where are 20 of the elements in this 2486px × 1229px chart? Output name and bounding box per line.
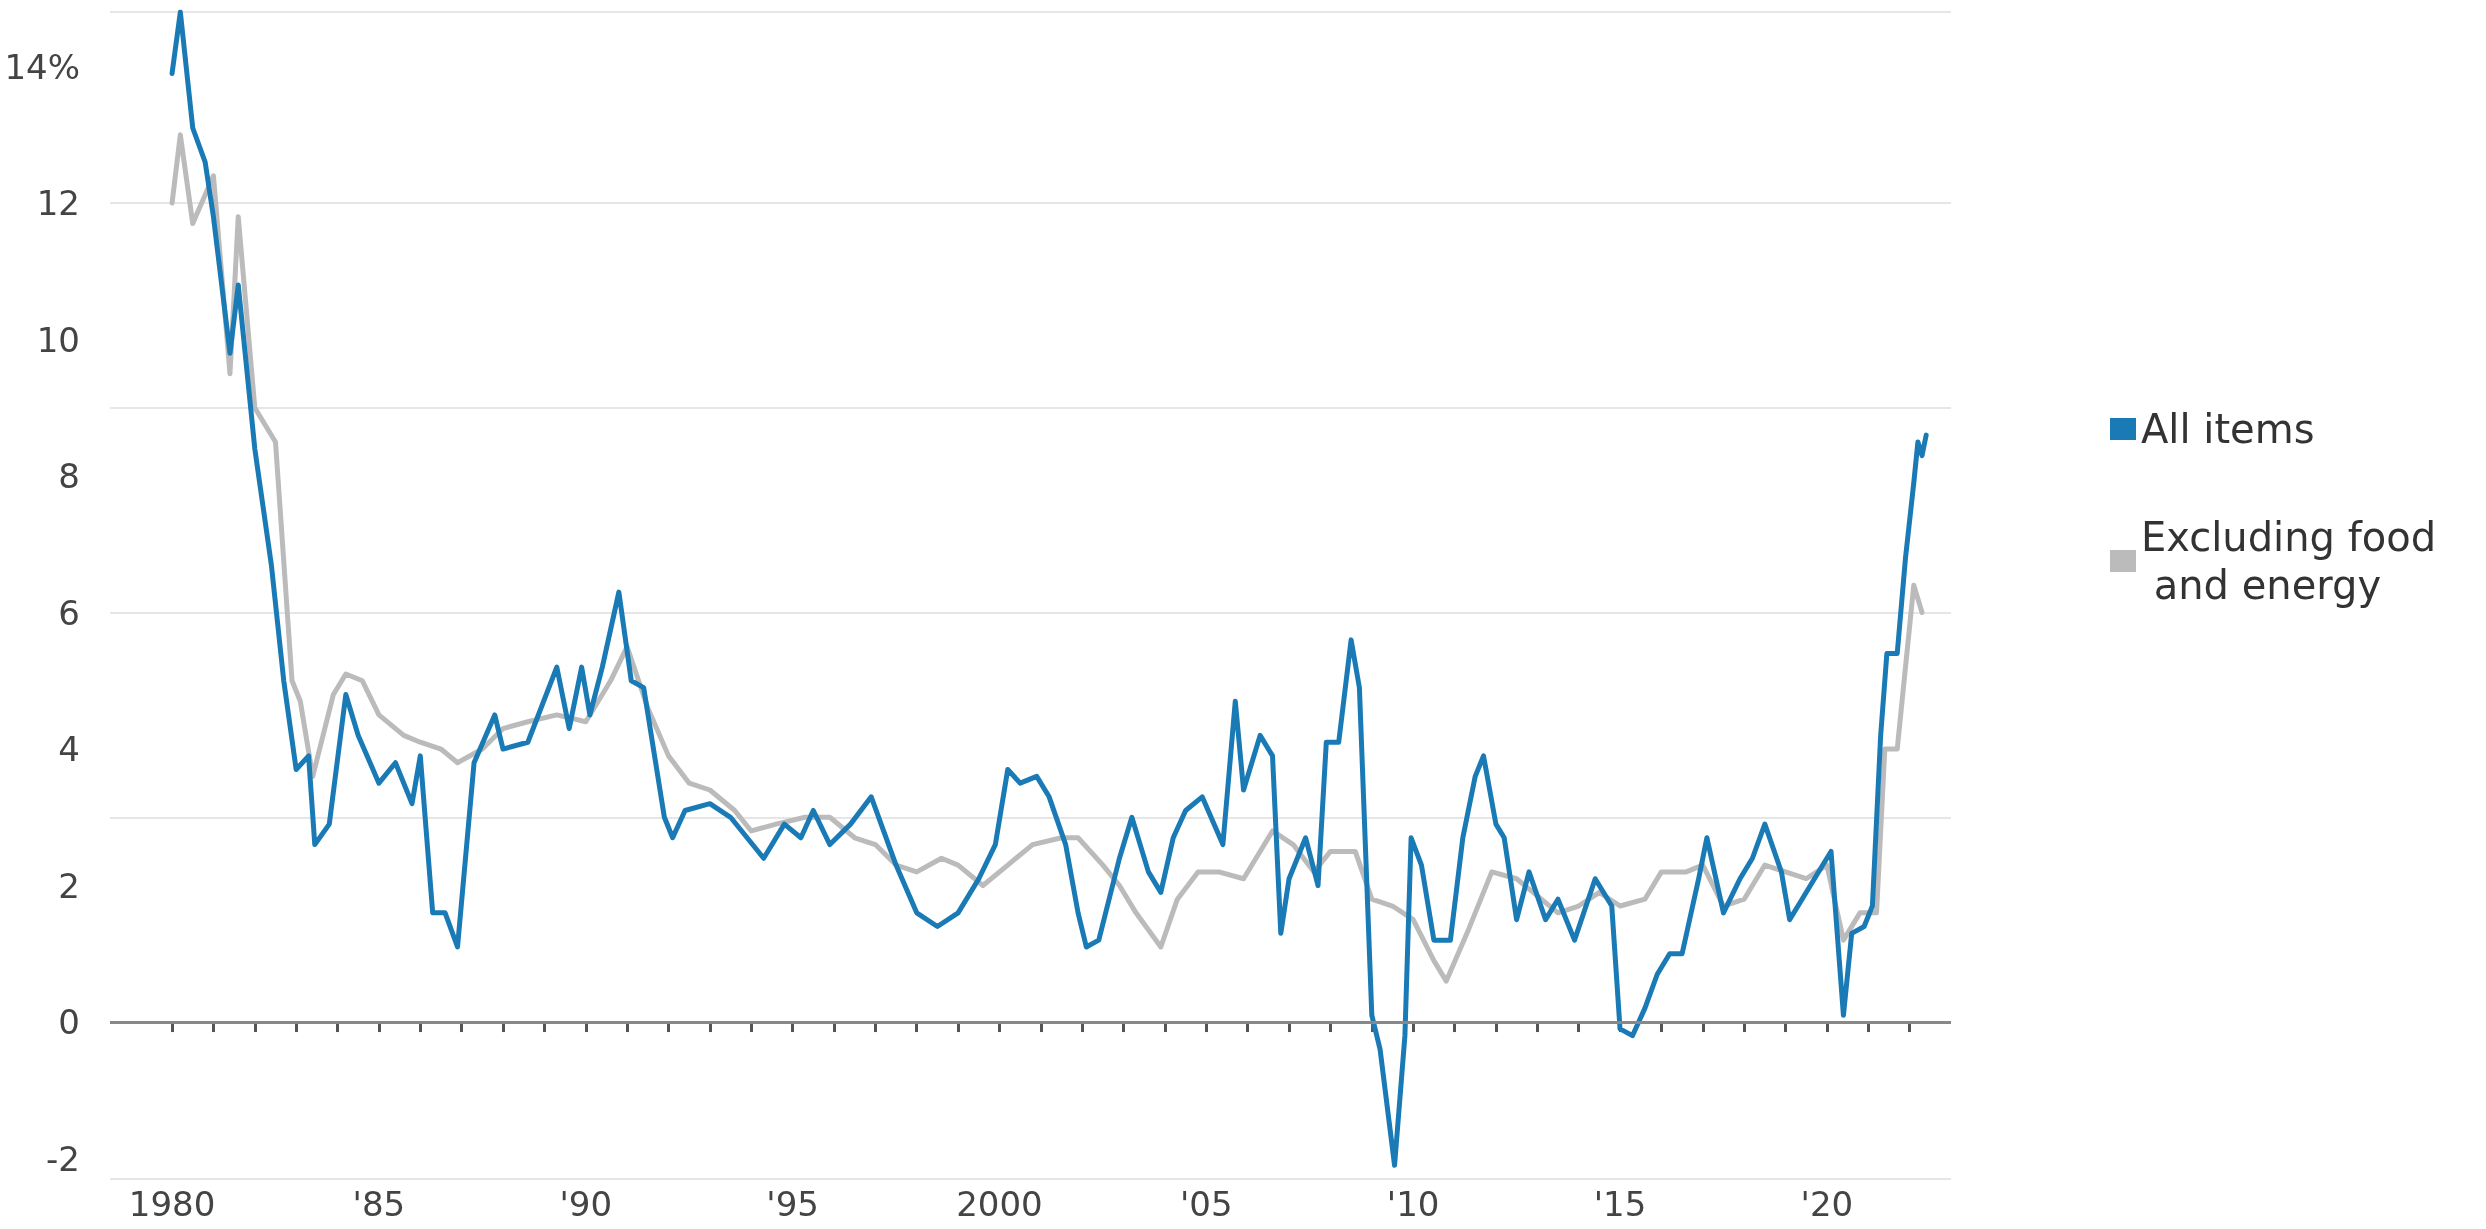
x-tick-label: '85 [352, 1184, 406, 1224]
y-tick-label: 6 [58, 592, 80, 633]
y-tick-label: 8 [58, 456, 80, 497]
x-tick-label: 2000 [956, 1184, 1043, 1224]
y-tick-label: 10 [36, 319, 80, 360]
y-tick-label: 0 [58, 1002, 80, 1043]
x-tick-label: 1980 [128, 1184, 216, 1224]
y-tick-label: 12 [36, 183, 80, 224]
x-tick-label: '90 [559, 1184, 613, 1224]
legend-label: All items [2141, 406, 2315, 452]
y-tick-label: 4 [58, 729, 80, 770]
x-tick-label: '95 [766, 1184, 819, 1224]
x-tick-label: '10 [1386, 1184, 1440, 1224]
y-tick-label: 2 [58, 865, 80, 906]
x-tick-label: '20 [1800, 1184, 1854, 1224]
x-tick-label: '05 [1180, 1184, 1233, 1224]
legend-label: Excluding food and energy [2141, 514, 2437, 608]
y-tick-label: 14% [4, 46, 80, 87]
y-tick-label: -2 [46, 1138, 80, 1179]
x-tick-label: '15 [1593, 1184, 1647, 1224]
